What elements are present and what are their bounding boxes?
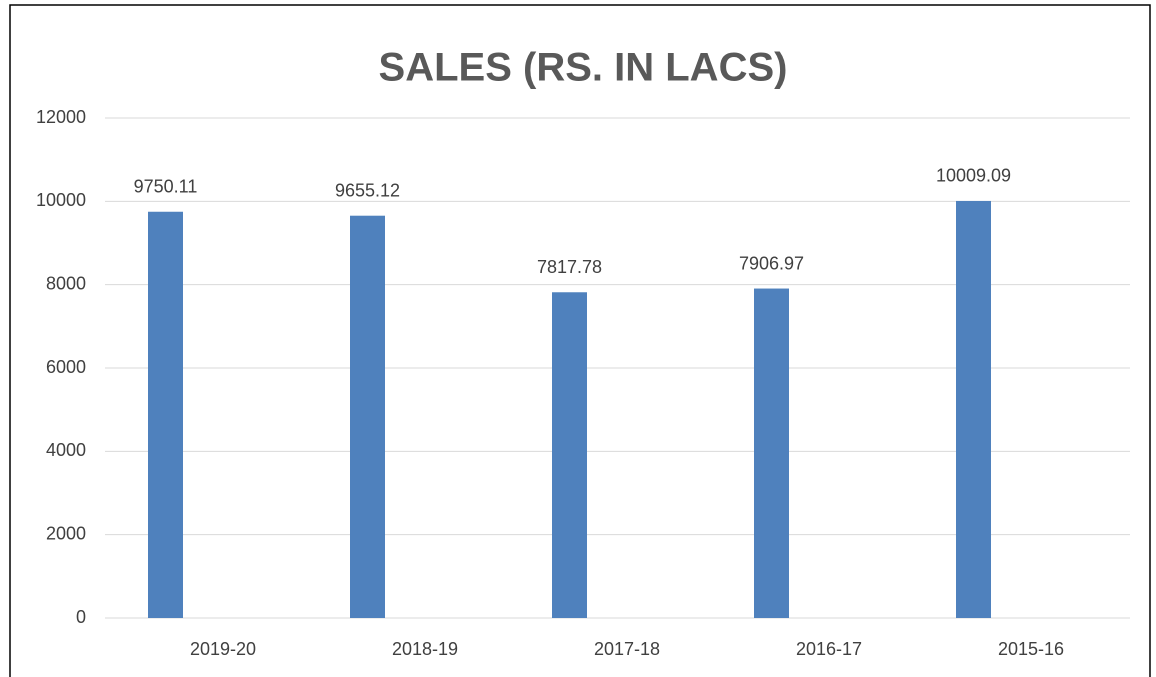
y-tick-label: 10000	[36, 190, 86, 210]
bar	[148, 211, 183, 618]
x-tick-label: 2015-16	[998, 639, 1064, 659]
x-tick-label: 2016-17	[796, 639, 862, 659]
data-label: 7906.97	[739, 253, 804, 273]
chart-title: SALES (RS. IN LACS)	[379, 46, 788, 90]
y-tick-label: 0	[76, 607, 86, 627]
data-label: 9750.11	[134, 176, 198, 196]
y-tick-label: 8000	[46, 273, 86, 293]
y-tick-label: 4000	[46, 440, 86, 460]
x-tick-label: 2019-20	[190, 639, 256, 659]
bar	[552, 292, 587, 618]
x-tick-label: 2018-19	[392, 639, 458, 659]
y-tick-label: 6000	[46, 357, 86, 377]
x-tick-label: 2017-18	[594, 639, 660, 659]
data-label: 9655.12	[335, 180, 400, 200]
bar	[956, 200, 991, 618]
data-label: 7817.78	[537, 257, 602, 277]
chart-border	[9, 4, 1151, 677]
bar	[350, 215, 385, 618]
y-tick-label: 12000	[36, 107, 86, 127]
data-label: 10009.09	[936, 166, 1011, 186]
y-tick-label: 2000	[46, 523, 86, 543]
bar	[754, 288, 789, 618]
